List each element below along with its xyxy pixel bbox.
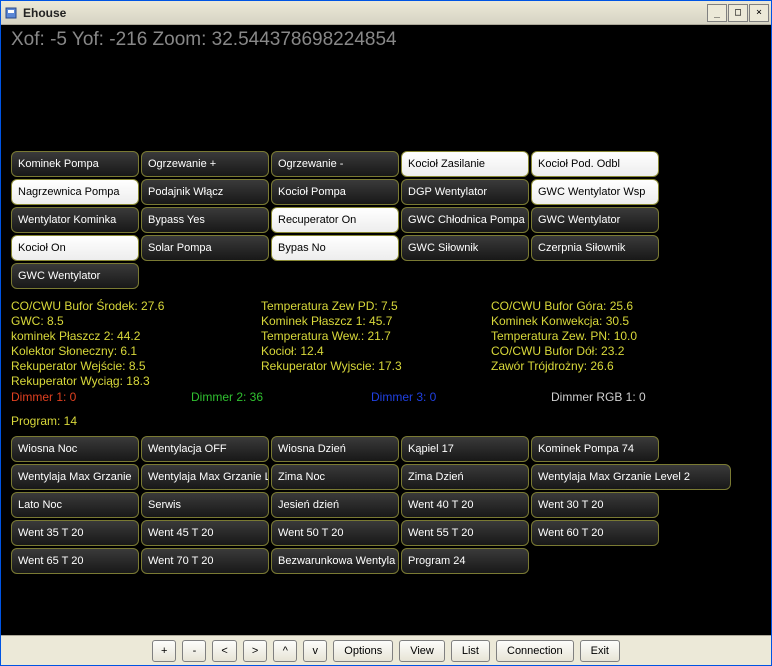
- pan-right-button[interactable]: >: [243, 640, 267, 662]
- sensor-readouts: CO/CWU Bufor Środek: 27.6 Temperatura Zew…: [11, 299, 761, 388]
- program-button[interactable]: Went 35 T 20: [11, 520, 139, 546]
- zoom-out-button[interactable]: -: [182, 640, 206, 662]
- device-button-grid: Kominek PompaOgrzewanie +Ogrzewanie -Koc…: [11, 151, 761, 289]
- footer-toolbar: + - < > ^ v Options View List Connection…: [1, 635, 771, 665]
- program-button[interactable]: Wentylaja Max Grzanie L: [141, 464, 269, 490]
- device-button[interactable]: Ogrzewanie -: [271, 151, 399, 177]
- window-controls: _ □ ×: [706, 4, 769, 22]
- titlebar: Ehouse _ □ ×: [1, 1, 771, 25]
- coordinates-readout: Xof: -5 Yof: -216 Zoom: 32.5443786982248…: [11, 29, 761, 51]
- program-button[interactable]: Went 55 T 20: [401, 520, 529, 546]
- device-button[interactable]: Kominek Pompa: [11, 151, 139, 177]
- device-button[interactable]: Wentylator Kominka: [11, 207, 139, 233]
- close-button[interactable]: ×: [749, 4, 769, 22]
- program-button[interactable]: Zima Dzień: [401, 464, 529, 490]
- device-button[interactable]: GWC Wentylator: [531, 207, 659, 233]
- program-button[interactable]: Went 60 T 20: [531, 520, 659, 546]
- sensor-value: Temperatura Wew.: 21.7: [261, 329, 471, 343]
- sensor-value: CO/CWU Bufor Dół: 23.2: [491, 344, 751, 358]
- exit-button[interactable]: Exit: [580, 640, 620, 662]
- sensor-value: GWC: 8.5: [11, 314, 241, 328]
- device-button[interactable]: DGP Wentylator: [401, 179, 529, 205]
- sensor-value: CO/CWU Bufor Środek: 27.6: [11, 299, 241, 313]
- sensor-value: Rekuperator Wyciąg: 18.3: [11, 374, 241, 388]
- program-button[interactable]: Wentylaja Max Grzanie Level 2: [531, 464, 731, 490]
- device-button[interactable]: GWC Chłodnica Pompa: [401, 207, 529, 233]
- zoom-in-button[interactable]: +: [152, 640, 176, 662]
- program-button[interactable]: Kominek Pompa 74: [531, 436, 659, 462]
- program-readout: Program: 14: [11, 414, 761, 428]
- program-button[interactable]: Went 70 T 20: [141, 548, 269, 574]
- program-button[interactable]: Went 30 T 20: [531, 492, 659, 518]
- device-button[interactable]: GWC Siłownik: [401, 235, 529, 261]
- sensor-value: Kominek Konwekcja: 30.5: [491, 314, 751, 328]
- device-button[interactable]: Kocioł Pod. Odbl: [531, 151, 659, 177]
- program-button[interactable]: Went 65 T 20: [11, 548, 139, 574]
- view-button[interactable]: View: [399, 640, 445, 662]
- list-button[interactable]: List: [451, 640, 490, 662]
- dimmer-readouts: Dimmer 1: 0 Dimmer 2: 36 Dimmer 3: 0 Dim…: [11, 390, 761, 404]
- sensor-value: Temperatura Zew PD: 7.5: [261, 299, 471, 313]
- device-button[interactable]: Nagrzewnica Pompa: [11, 179, 139, 205]
- sensor-value: Kolektor Słoneczny: 6.1: [11, 344, 241, 358]
- program-button[interactable]: Zima Noc: [271, 464, 399, 490]
- device-button[interactable]: GWC Wentylator Wsp: [531, 179, 659, 205]
- device-button[interactable]: Podajnik Włącz: [141, 179, 269, 205]
- app-icon: [3, 5, 19, 21]
- pan-down-button[interactable]: v: [303, 640, 327, 662]
- pan-up-button[interactable]: ^: [273, 640, 297, 662]
- device-button[interactable]: Kocioł On: [11, 235, 139, 261]
- app-window: Ehouse _ □ × Xof: -5 Yof: -216 Zoom: 32.…: [0, 0, 772, 666]
- program-button[interactable]: Went 40 T 20: [401, 492, 529, 518]
- device-button[interactable]: Ogrzewanie +: [141, 151, 269, 177]
- device-button[interactable]: Bypass Yes: [141, 207, 269, 233]
- program-button[interactable]: Serwis: [141, 492, 269, 518]
- program-button[interactable]: Bezwarunkowa Wentyla: [271, 548, 399, 574]
- sensor-value: CO/CWU Bufor Góra: 25.6: [491, 299, 751, 313]
- program-button[interactable]: Wiosna Dzień: [271, 436, 399, 462]
- program-button[interactable]: Went 50 T 20: [271, 520, 399, 546]
- device-button[interactable]: Czerpnia Siłownik: [531, 235, 659, 261]
- maximize-button[interactable]: □: [728, 4, 748, 22]
- program-button[interactable]: Kąpiel 17: [401, 436, 529, 462]
- program-button[interactable]: Wentylacja OFF: [141, 436, 269, 462]
- sensor-value: Kocioł: 12.4: [261, 344, 471, 358]
- options-button[interactable]: Options: [333, 640, 393, 662]
- sensor-value: Rekuperator Wyjscie: 17.3: [261, 359, 471, 373]
- sensor-value: Temperatura Zew. PN: 10.0: [491, 329, 751, 343]
- device-button[interactable]: Bypas No: [271, 235, 399, 261]
- pan-left-button[interactable]: <: [212, 640, 236, 662]
- sensor-value: Zawór Trójdrożny: 26.6: [491, 359, 751, 373]
- sensor-value: kominek Płaszcz 2: 44.2: [11, 329, 241, 343]
- dimmer-3: Dimmer 3: 0: [371, 390, 551, 404]
- content-area: Xof: -5 Yof: -216 Zoom: 32.5443786982248…: [1, 25, 771, 635]
- minimize-button[interactable]: _: [707, 4, 727, 22]
- device-button[interactable]: Solar Pompa: [141, 235, 269, 261]
- dimmer-rgb: Dimmer RGB 1: 0: [551, 390, 731, 404]
- device-button[interactable]: Kocioł Zasilanie: [401, 151, 529, 177]
- program-button[interactable]: Lato Noc: [11, 492, 139, 518]
- program-button[interactable]: Wiosna Noc: [11, 436, 139, 462]
- program-button[interactable]: Went 45 T 20: [141, 520, 269, 546]
- sensor-value: Kominek Płaszcz 1: 45.7: [261, 314, 471, 328]
- dimmer-1: Dimmer 1: 0: [11, 390, 191, 404]
- program-button[interactable]: Jesień dzień: [271, 492, 399, 518]
- device-button[interactable]: Kocioł Pompa: [271, 179, 399, 205]
- program-button[interactable]: Program 24: [401, 548, 529, 574]
- dimmer-2: Dimmer 2: 36: [191, 390, 371, 404]
- program-button[interactable]: Wentylaja Max Grzanie: [11, 464, 139, 490]
- device-button[interactable]: GWC Wentylator: [11, 263, 139, 289]
- program-button-grid: Wiosna NocWentylacja OFFWiosna DzieńKąpi…: [11, 436, 761, 574]
- device-button[interactable]: Recuperator On: [271, 207, 399, 233]
- window-title: Ehouse: [23, 6, 706, 20]
- connection-button[interactable]: Connection: [496, 640, 574, 662]
- sensor-value: Rekuperator Wejście: 8.5: [11, 359, 241, 373]
